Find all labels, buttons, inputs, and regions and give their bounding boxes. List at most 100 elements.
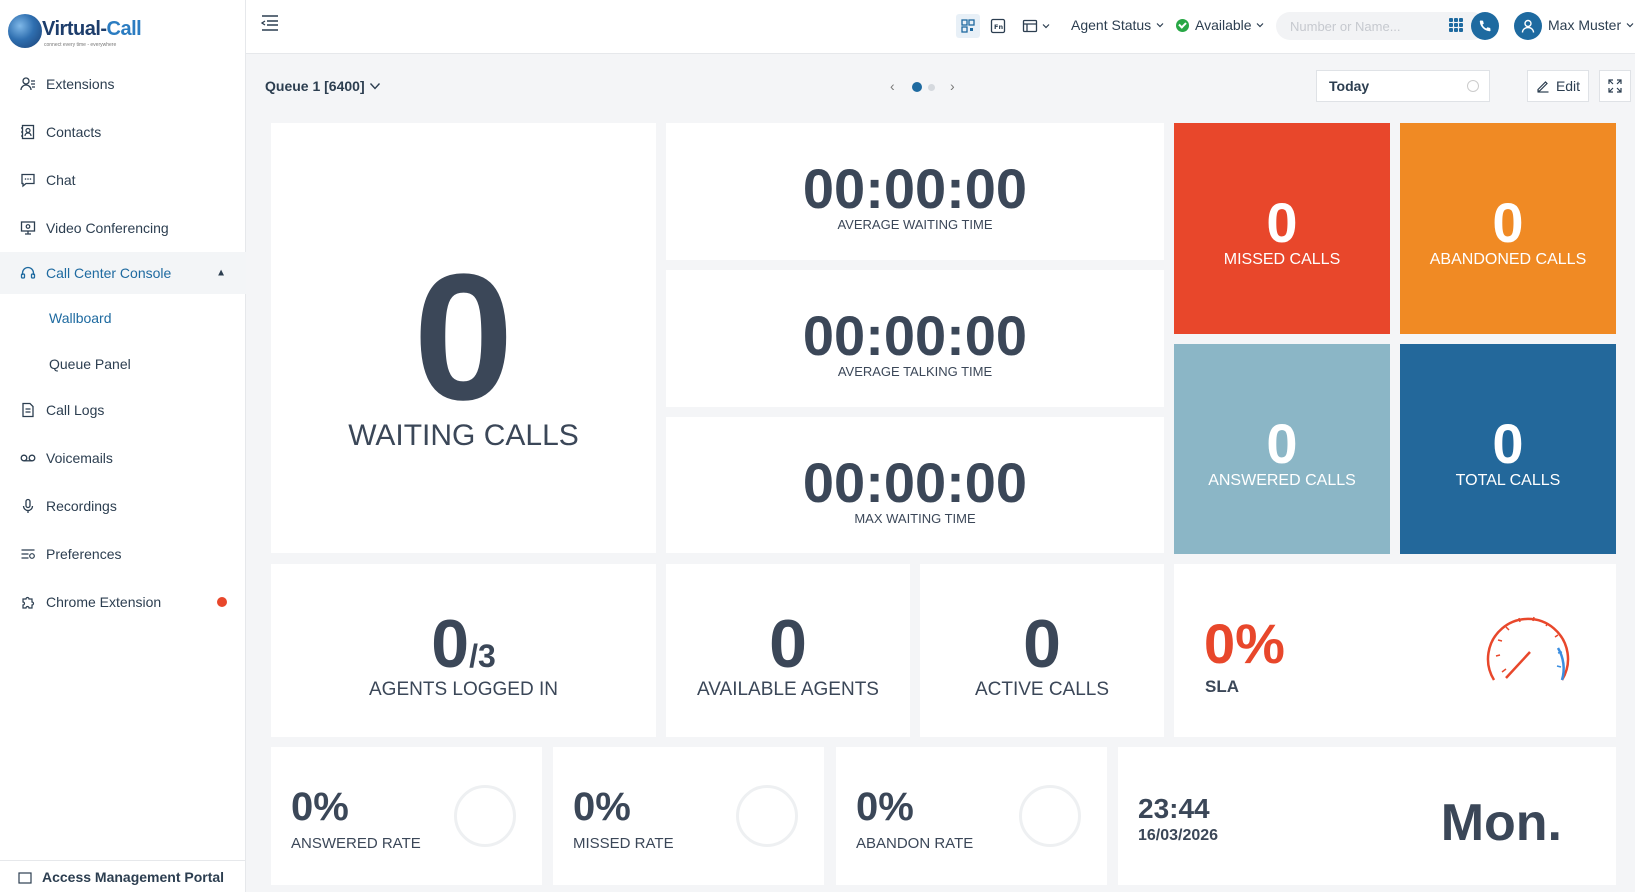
chevron-down-icon xyxy=(1156,23,1164,28)
active-calls-tile: 0 ACTIVE CALLS xyxy=(920,564,1164,737)
availability-label: Available xyxy=(1195,17,1252,33)
edit-label: Edit xyxy=(1555,78,1581,94)
sidebar-footer-portal[interactable]: Access Management Portal xyxy=(0,860,246,892)
sidebar-item-label: Chrome Extension xyxy=(46,594,162,610)
sidebar-item-video-conferencing[interactable]: Video Conferencing xyxy=(0,204,246,252)
sidebar-item-chat[interactable]: Chat xyxy=(0,156,246,204)
chevron-down-icon xyxy=(1257,23,1264,28)
sidebar-item-label: Voicemails xyxy=(46,450,113,466)
chevron-down-icon xyxy=(369,83,380,90)
missed-calls-value: 0 xyxy=(1266,191,1298,254)
agent-status-dropdown[interactable]: Agent Status xyxy=(1071,17,1165,33)
agents-total-value: /3 xyxy=(469,638,496,674)
wallboard-pager: ‹ › xyxy=(890,78,960,96)
sidebar-item-recordings[interactable]: Recordings xyxy=(0,482,246,530)
sidebar-item-label: Contacts xyxy=(46,124,102,140)
extensions-icon xyxy=(20,76,36,92)
availability-dropdown[interactable]: Available xyxy=(1176,17,1265,33)
abandon-rate-value: 0% xyxy=(856,785,914,829)
agents-logged-in-tile: 0/3 AGENTS LOGGED IN xyxy=(271,564,656,737)
sidebar-subitem-wallboard[interactable]: Wallboard xyxy=(49,310,112,326)
available-agents-tile: 0 AVAILABLE AGENTS xyxy=(666,564,910,737)
sidebar-item-label: Extensions xyxy=(46,76,115,92)
sidebar-item-label: Preferences xyxy=(46,546,122,562)
pencil-icon xyxy=(1537,81,1549,93)
window-layout-icon[interactable] xyxy=(1018,14,1054,38)
sla-gauge-icon xyxy=(1486,616,1570,681)
top-bar: Fn Agent Status Available Max Muster xyxy=(246,0,1635,54)
sidebar-subitem-queue-panel[interactable]: Queue Panel xyxy=(49,356,131,372)
call-button[interactable] xyxy=(1471,12,1499,40)
sidebar-item-contacts[interactable]: Contacts xyxy=(0,108,246,156)
function-key-icon[interactable]: Fn xyxy=(986,14,1010,38)
avatar[interactable] xyxy=(1514,12,1542,40)
waiting-calls-value: 0 xyxy=(413,237,514,438)
logo-main: Virtual- xyxy=(42,18,107,40)
logo-accent: Call xyxy=(106,18,142,40)
sidebar-item-label: Chat xyxy=(46,172,76,188)
abandon-rate-ring xyxy=(1019,785,1081,847)
page-dot-active[interactable] xyxy=(912,82,922,92)
page-dot[interactable] xyxy=(928,83,935,91)
avg-waiting-time-value: 00:00:00 xyxy=(802,157,1028,220)
app-logo[interactable]: Virtual-Call connect every time - everyw… xyxy=(8,10,148,52)
globe-icon xyxy=(8,14,42,48)
abandoned-calls-value: 0 xyxy=(1492,191,1524,254)
chevron-left-icon[interactable]: ‹ xyxy=(890,78,895,94)
avg-talking-time-label: AVERAGE TALKING TIME xyxy=(837,364,993,379)
missed-rate-value: 0% xyxy=(573,785,631,829)
missed-calls-label: MISSED CALLS xyxy=(1223,251,1341,268)
menu-collapse-icon[interactable] xyxy=(260,14,280,32)
abandon-rate-tile: 0% ABANDON RATE xyxy=(836,747,1107,885)
waiting-calls-tile: 0 WAITING CALLS xyxy=(271,123,656,553)
puzzle-icon xyxy=(20,594,36,610)
answered-calls-label: ANSWERED CALLS xyxy=(1208,472,1356,489)
dialpad-icon[interactable] xyxy=(1449,18,1463,32)
chevron-right-icon[interactable]: › xyxy=(950,78,955,94)
sidebar-item-label: Call Logs xyxy=(46,402,105,418)
sidebar-item-call-center-console[interactable]: Call Center Console ▲ xyxy=(0,252,246,294)
headset-icon xyxy=(20,265,36,281)
answered-calls-tile: 0 ANSWERED CALLS xyxy=(1174,344,1390,554)
answered-rate-tile: 0% ANSWERED RATE xyxy=(271,747,542,885)
missed-rate-label: MISSED RATE xyxy=(573,835,674,852)
user-menu[interactable]: Max Muster xyxy=(1548,17,1635,33)
sidebar-item-call-logs[interactable]: Call Logs xyxy=(0,386,246,434)
max-waiting-time-tile: 00:00:00 MAX WAITING TIME xyxy=(666,417,1164,553)
sla-value: 0% xyxy=(1204,612,1285,675)
queue-selector[interactable]: Queue 1 [6400] xyxy=(265,78,381,94)
total-calls-value: 0 xyxy=(1492,412,1524,475)
sidebar-item-label: Recordings xyxy=(46,498,117,514)
waiting-calls-label: WAITING CALLS xyxy=(348,419,579,452)
sidebar-item-chrome-extension[interactable]: Chrome Extension xyxy=(0,578,246,626)
abandoned-calls-label: ABANDONED CALLS xyxy=(1429,251,1587,268)
chat-icon xyxy=(20,172,36,188)
fullscreen-button[interactable] xyxy=(1599,70,1631,102)
missed-rate-ring xyxy=(736,785,798,847)
sidebar: Virtual-Call connect every time - everyw… xyxy=(0,0,246,892)
date-range-picker[interactable]: Today xyxy=(1316,70,1490,102)
chevron-up-icon[interactable]: ▲ xyxy=(216,267,226,279)
sidebar-nav: Extensions Contacts Chat Video Conferenc… xyxy=(0,60,246,626)
edit-button[interactable]: Edit xyxy=(1527,70,1589,102)
abandoned-calls-tile: 0 ABANDONED CALLS xyxy=(1400,123,1616,334)
sla-label: SLA xyxy=(1205,677,1239,696)
phone-icon xyxy=(1479,20,1491,32)
active-calls-value: 0 xyxy=(1023,606,1061,682)
answered-rate-label: ANSWERED RATE xyxy=(291,835,421,852)
qr-code-icon[interactable] xyxy=(956,14,980,38)
missed-rate-tile: 0% MISSED RATE xyxy=(553,747,824,885)
total-calls-label: TOTAL CALLS xyxy=(1455,472,1561,489)
max-waiting-time-label: MAX WAITING TIME xyxy=(854,511,976,526)
avg-talking-time-value: 00:00:00 xyxy=(802,304,1028,367)
sidebar-item-voicemails[interactable]: Voicemails xyxy=(0,434,246,482)
agents-logged-in-label: AGENTS LOGGED IN xyxy=(369,679,558,700)
abandon-rate-label: ABANDON RATE xyxy=(856,835,974,852)
max-waiting-time-value: 00:00:00 xyxy=(802,451,1028,514)
user-icon xyxy=(1521,19,1535,33)
sidebar-item-extensions[interactable]: Extensions xyxy=(0,60,246,108)
sidebar-item-preferences[interactable]: Preferences xyxy=(0,530,246,578)
microphone-icon xyxy=(20,498,36,514)
avg-talking-time-tile: 00:00:00 AVERAGE TALKING TIME xyxy=(666,270,1164,407)
active-calls-label: ACTIVE CALLS xyxy=(974,679,1110,700)
